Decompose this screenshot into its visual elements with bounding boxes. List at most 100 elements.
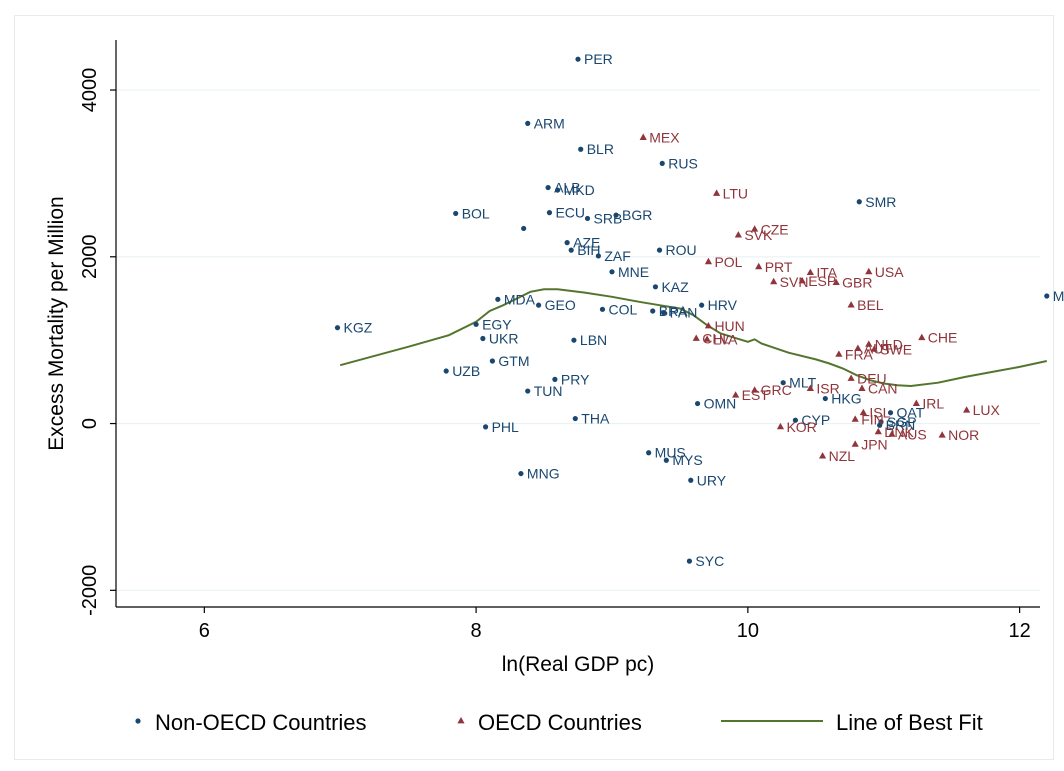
data-point: [792, 417, 799, 423]
point-label: URY: [697, 472, 727, 488]
point-label: MCO: [1053, 288, 1064, 304]
point-label: MNG: [527, 466, 560, 482]
point-label: MKD: [564, 182, 595, 198]
x-axis-title: ln(Real GDP pc): [502, 653, 655, 676]
y-tick-label: 2000: [79, 235, 101, 280]
data-point: [652, 284, 659, 290]
y-tick-label: 4000: [79, 68, 101, 113]
point-label: HUN: [714, 318, 744, 334]
data-point: [865, 267, 873, 275]
point-label: BRA: [659, 303, 688, 319]
point-label: MNE: [618, 264, 649, 280]
point-label: ITA: [816, 265, 837, 281]
point-label: PRY: [561, 371, 590, 387]
data-point: [489, 358, 495, 364]
plot-frame: [14, 15, 1054, 760]
point-label: BOL: [462, 205, 490, 221]
data-point: [874, 427, 882, 435]
data-point: [776, 422, 785, 430]
data-point: [646, 450, 652, 456]
x-tick-label: 12: [1008, 620, 1030, 642]
data-point: [751, 386, 759, 393]
data-point: [659, 160, 665, 167]
data-point: [334, 325, 341, 331]
data-point: [854, 344, 862, 351]
data-point: [545, 184, 551, 191]
point-label: BGR: [622, 207, 652, 223]
point-label: PAN: [670, 305, 698, 321]
point-label: CHE: [928, 330, 958, 346]
point-label: SYC: [695, 553, 724, 569]
data-point: [704, 257, 713, 265]
data-point: [877, 422, 883, 428]
data-point: [609, 269, 615, 275]
data-point: [770, 277, 778, 285]
point-label: BLR: [587, 141, 614, 157]
point-label: QAT: [897, 405, 925, 421]
data-point: [694, 400, 701, 407]
point-label: CZE: [761, 221, 789, 237]
point-label: RUS: [668, 155, 698, 171]
point-label: CHL: [702, 331, 730, 347]
data-point: [552, 376, 558, 382]
data-point: [661, 310, 667, 316]
point-label: AUS: [898, 426, 927, 442]
data-point: [938, 431, 946, 438]
data-point: [686, 558, 693, 564]
point-label: EGY: [482, 316, 512, 332]
data-point: [595, 253, 601, 259]
point-label: GBR: [842, 275, 872, 291]
data-point: [859, 408, 867, 416]
data-point: [918, 333, 926, 341]
point-label: GRC: [761, 382, 792, 398]
data-point: [692, 334, 700, 341]
point-label: AUT: [864, 341, 892, 357]
data-point: [525, 120, 531, 126]
point-label: MDA: [504, 291, 536, 307]
point-label: BIH: [577, 242, 600, 258]
point-label: COL: [608, 301, 637, 317]
point-label: UZB: [452, 363, 480, 379]
data-point: [870, 345, 878, 352]
point-label: NZL: [829, 448, 856, 464]
point-label: PRT: [765, 259, 793, 275]
point-label: SRB: [594, 210, 623, 226]
point-label: ZAF: [604, 248, 630, 264]
data-point: [832, 278, 840, 286]
point-label: DEU: [857, 371, 887, 387]
point-label: UKR: [489, 331, 519, 347]
point-label: ISL: [869, 405, 890, 421]
point-label: SVN: [780, 274, 809, 290]
point-label: LUX: [973, 402, 1001, 418]
legend-label-non-oecd: Non-OECD Countries: [155, 710, 367, 735]
x-tick-label: 6: [199, 620, 210, 642]
point-label: ESP: [808, 273, 836, 289]
point-label: MUS: [655, 445, 686, 461]
data-point: [963, 406, 971, 413]
point-label: GEO: [545, 297, 576, 313]
data-point: [584, 215, 591, 222]
data-point: [856, 199, 862, 205]
point-label: PHL: [492, 419, 519, 435]
legend-marker-non-oecd: [135, 718, 141, 724]
x-tick-label: 8: [471, 620, 482, 642]
data-point: [732, 391, 740, 398]
data-point: [806, 384, 814, 391]
data-point: [555, 187, 561, 193]
point-label: MEX: [649, 130, 680, 146]
data-point: [495, 296, 501, 302]
data-point: [865, 340, 873, 347]
point-label: ISR: [816, 381, 839, 397]
legend-label-fit: Line of Best Fit: [836, 710, 983, 735]
data-point: [650, 308, 656, 314]
point-label: USA: [875, 264, 904, 280]
point-label: BRN: [886, 417, 916, 433]
data-point: [851, 440, 859, 447]
point-label: FIN: [861, 411, 884, 427]
data-point: [851, 415, 859, 422]
point-label: ALB: [554, 180, 580, 196]
point-label: LTU: [723, 185, 748, 201]
point-label: JPN: [861, 436, 887, 452]
point-label: FRA: [845, 346, 874, 362]
